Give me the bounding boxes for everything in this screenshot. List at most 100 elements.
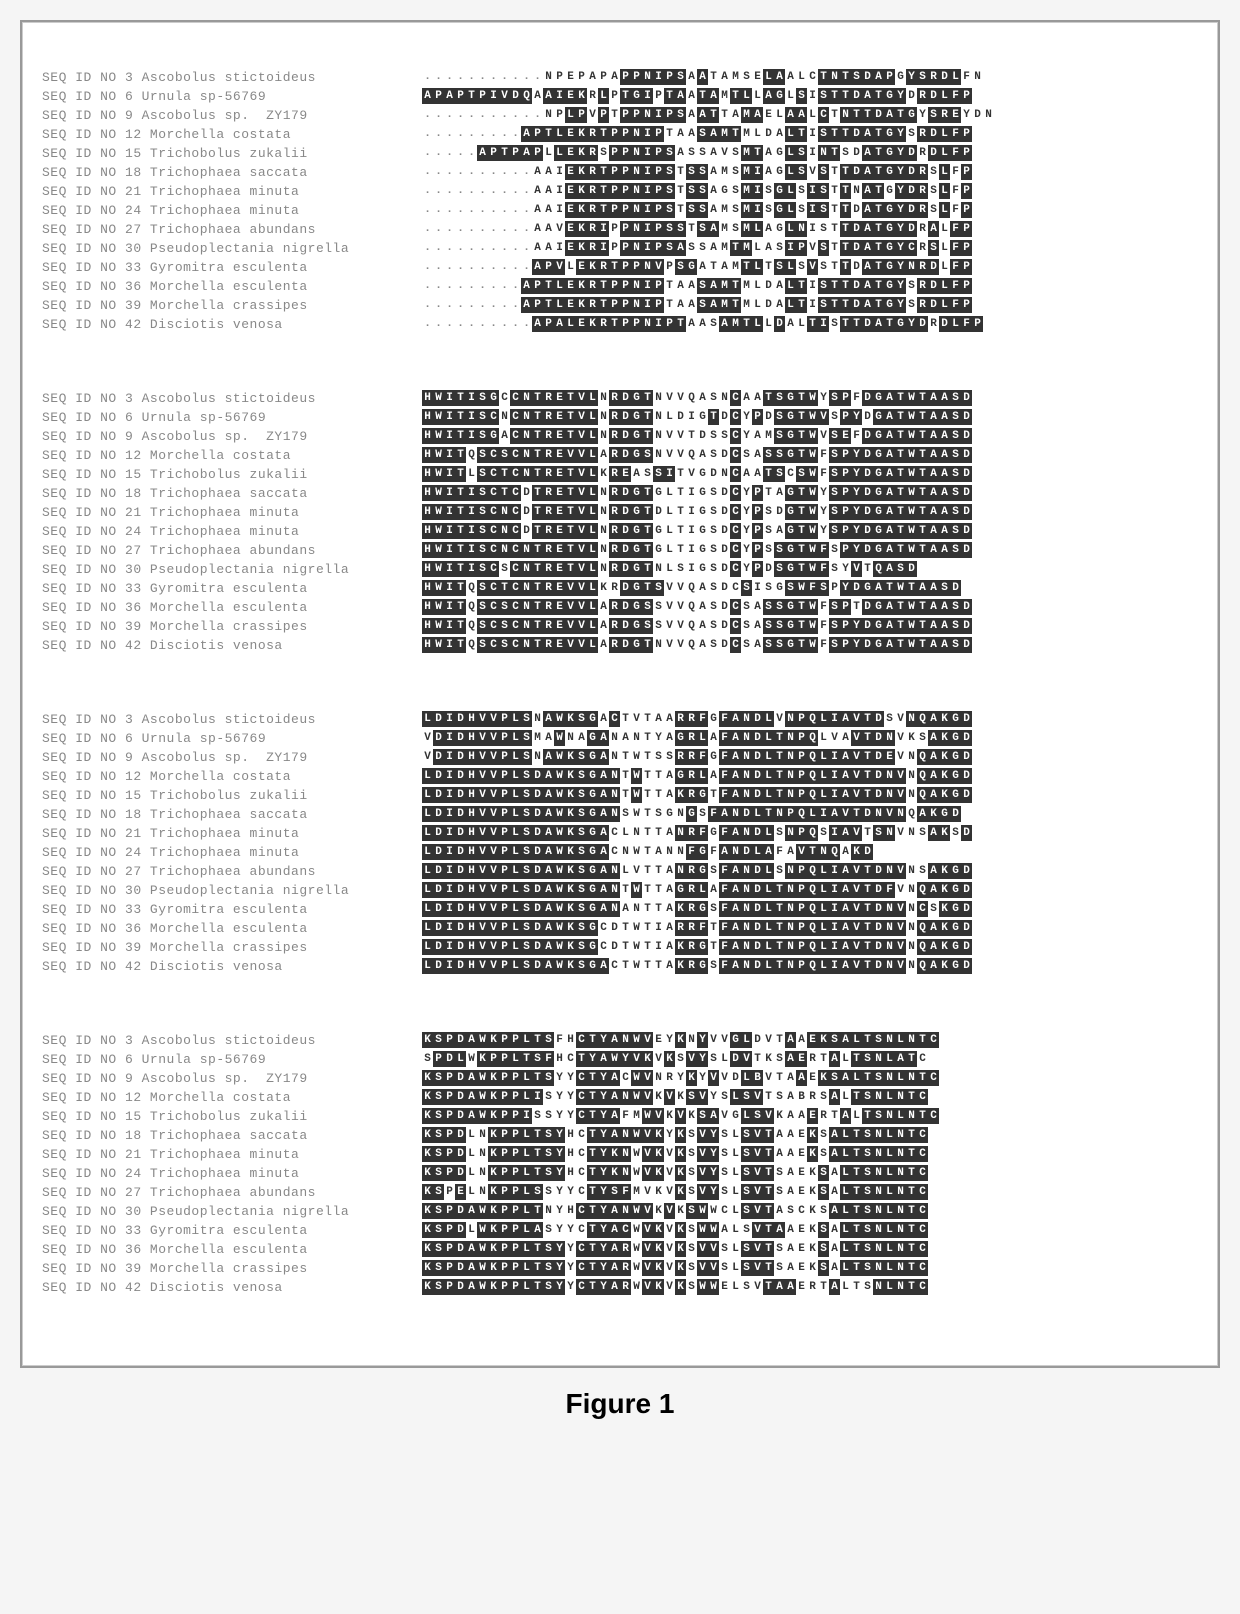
sequence-residues: HWITQSCSCNTREVVLARDGSSVVQASDCSASSGTWFSPT… [422, 599, 972, 615]
sequence-residues: APAPTPIVDQAAIEKRLPTGIPTAATAMTLLAGLSISTTD… [422, 88, 972, 104]
sequence-label: SEQ ID NO 27 Trichophaea abundans [42, 222, 422, 237]
sequence-row: SEQ ID NO 30 Pseudoplectania nigrellaLDI… [42, 881, 1198, 899]
sequence-residues: ..........AAIEKRTPPNIPSTSSAMSMIAGLSVSTTD… [422, 164, 972, 180]
sequence-row: SEQ ID NO 12 Morchella costataHWITQSCSCN… [42, 446, 1198, 464]
sequence-row: SEQ ID NO 24 Trichophaea minutaLDIDHVVPL… [42, 843, 1198, 861]
sequence-label: SEQ ID NO 12 Morchella costata [42, 1090, 422, 1105]
sequence-label: SEQ ID NO 12 Morchella costata [42, 127, 422, 142]
sequence-label: SEQ ID NO 30 Pseudoplectania nigrella [42, 241, 422, 256]
sequence-row: SEQ ID NO 6 Urnula sp-56769APAPTPIVDQAAI… [42, 87, 1198, 105]
sequence-label: SEQ ID NO 27 Trichophaea abundans [42, 543, 422, 558]
ruler-row [42, 694, 1198, 708]
sequence-label: SEQ ID NO 15 Trichobolus zukalii [42, 467, 422, 482]
sequence-label: SEQ ID NO 6 Urnula sp-56769 [42, 89, 422, 104]
sequence-row: SEQ ID NO 27 Trichophaea abundansHWITISC… [42, 541, 1198, 559]
sequence-residues: .....APTPAPLLEKRSPPNIPSASSAVSMTAGLSINTSD… [422, 145, 972, 161]
alignment-block: SEQ ID NO 3 Ascobolus stictoideusLDIDHVV… [42, 694, 1198, 975]
sequence-label: SEQ ID NO 33 Gyromitra esculenta [42, 260, 422, 275]
sequence-label: SEQ ID NO 21 Trichophaea minuta [42, 184, 422, 199]
sequence-residues: KSPDAWKPPLTSYYCTYACWVNRYKYVVDLBVTAAEKSAL… [422, 1070, 939, 1086]
sequence-row: SEQ ID NO 21 Trichophaea minuta.........… [42, 182, 1198, 200]
ruler-row [42, 1015, 1198, 1029]
sequence-row: SEQ ID NO 42 Disciotis venosaKSPDAWKPPLT… [42, 1278, 1198, 1296]
sequence-row: SEQ ID NO 21 Trichophaea minutaLDIDHVVPL… [42, 824, 1198, 842]
sequence-residues: LDIDHVVPLSDAWKSGACLNTTANRFGFANDLSNPQSIAV… [422, 825, 972, 841]
sequence-residues: ..........APALEKRTPPNIPTAASAMTLLDALTISTT… [422, 316, 983, 332]
sequence-residues: ...........NPLPVPTPPNIPSAATTAMAELAALCTNT… [422, 107, 994, 123]
sequence-residues: HWITISCNCNTRETVLNRDGTGLTIGSDCYPSSGTWFSPY… [422, 542, 972, 558]
sequence-row: SEQ ID NO 15 Trichobolus zukaliiHWITLSCT… [42, 465, 1198, 483]
sequence-row: SEQ ID NO 42 Disciotis venosa..........A… [42, 315, 1198, 333]
sequence-label: SEQ ID NO 6 Urnula sp-56769 [42, 1052, 422, 1067]
sequence-row: SEQ ID NO 21 Trichophaea minutaHWITISCNC… [42, 503, 1198, 521]
sequence-residues: HWITISCNCDTRETVLNRDGTGLTIGSDCYPSAGTWYSPY… [422, 523, 972, 539]
sequence-label: SEQ ID NO 21 Trichophaea minuta [42, 505, 422, 520]
sequence-row: SEQ ID NO 42 Disciotis venosaHWITQSCSCNT… [42, 636, 1198, 654]
sequence-row: SEQ ID NO 33 Gyromitra esculentaKSPDLWKP… [42, 1221, 1198, 1239]
sequence-row: SEQ ID NO 3 Ascobolus stictoideus.......… [42, 68, 1198, 86]
sequence-row: SEQ ID NO 6 Urnula sp-56769VDIDHVVPLSMAW… [42, 729, 1198, 747]
sequence-row: SEQ ID NO 9 Ascobolus sp. ZY179.........… [42, 106, 1198, 124]
ruler-row [42, 52, 1198, 66]
sequence-residues: .........APTLEKRTPPNIPTAASAMTMLDALTISTTD… [422, 297, 972, 313]
sequence-residues: KSPDAWKPPISSYYCTYAFMWVKVKSAVGLSVKAAERTAL… [422, 1108, 939, 1124]
sequence-residues: LDIDHVVPLSDAWKSGACTWTTAKRGSFANDLTNPQLIAV… [422, 958, 972, 974]
alignment-blocks: SEQ ID NO 3 Ascobolus stictoideus.......… [42, 52, 1198, 1296]
sequence-label: SEQ ID NO 33 Gyromitra esculenta [42, 902, 422, 917]
sequence-row: SEQ ID NO 9 Ascobolus sp. ZY179HWITISGAC… [42, 427, 1198, 445]
sequence-label: SEQ ID NO 39 Morchella crassipes [42, 1261, 422, 1276]
sequence-residues: LDIDHVVPLSDAWKSGCDTWTIARRFTFANDLTNPQLIAV… [422, 920, 972, 936]
sequence-residues: HWITISCTCDTRETVLNRDGTGLTIGSDCYPTAGTWYSPY… [422, 485, 972, 501]
sequence-label: SEQ ID NO 42 Disciotis venosa [42, 317, 422, 332]
sequence-residues: LDIDHVVPLSNAWKSGACTVTAARRFGFANDLVNPQLIAV… [422, 711, 972, 727]
sequence-row: SEQ ID NO 12 Morchella costataKSPDAWKPPL… [42, 1088, 1198, 1106]
sequence-row: SEQ ID NO 15 Trichobolus zukaliiKSPDAWKP… [42, 1107, 1198, 1125]
sequence-label: SEQ ID NO 9 Ascobolus sp. ZY179 [42, 429, 422, 444]
sequence-label: SEQ ID NO 33 Gyromitra esculenta [42, 1223, 422, 1238]
sequence-row: SEQ ID NO 39 Morchella crassipesHWITQSCS… [42, 617, 1198, 635]
sequence-row: SEQ ID NO 18 Trichophaea saccataKSPDLNKP… [42, 1126, 1198, 1144]
sequence-row: SEQ ID NO 24 Trichophaea minutaHWITISCNC… [42, 522, 1198, 540]
sequence-residues: LDIDHVVPLSDAWKSGACNWTANNFGFANDLAFAVTNQAK… [422, 844, 873, 860]
sequence-residues: KSPDAWKPPLISYYCTYANWVKVKSVYSLSVTSABRSALT… [422, 1089, 928, 1105]
sequence-label: SEQ ID NO 36 Morchella esculenta [42, 279, 422, 294]
sequence-residues: HWITISCNCNTRETVLNRDGTNLDIGTDCYPDSGTWVSPY… [422, 409, 972, 425]
sequence-row: SEQ ID NO 39 Morchella crassipesKSPDAWKP… [42, 1259, 1198, 1277]
sequence-label: SEQ ID NO 36 Morchella esculenta [42, 1242, 422, 1257]
sequence-residues: HWITISCSCNTRETVLNRDGTNLSIGSDCYPDSGTWFSYV… [422, 561, 917, 577]
sequence-row: SEQ ID NO 15 Trichobolus zukaliiLDIDHVVP… [42, 786, 1198, 804]
sequence-row: SEQ ID NO 39 Morchella crassipes........… [42, 296, 1198, 314]
sequence-residues: LDIDHVVPLSDAWKSGCDTWTIAKRGTFANDLTNPQLIAV… [422, 939, 972, 955]
sequence-residues: ..........AAIEKRTPPNIPSTSSAMSMISGLSISTTD… [422, 202, 972, 218]
sequence-residues: HWITLSCTCNTRETVLKREASSITVGDNCAATSCSWFSPY… [422, 466, 972, 482]
sequence-row: SEQ ID NO 9 Ascobolus sp. ZY179VDIDHVVPL… [42, 748, 1198, 766]
sequence-label: SEQ ID NO 42 Disciotis venosa [42, 959, 422, 974]
sequence-row: SEQ ID NO 3 Ascobolus stictoideusKSPDAWK… [42, 1031, 1198, 1049]
sequence-label: SEQ ID NO 39 Morchella crassipes [42, 940, 422, 955]
sequence-label: SEQ ID NO 9 Ascobolus sp. ZY179 [42, 108, 422, 123]
sequence-row: SEQ ID NO 24 Trichophaea minuta.........… [42, 201, 1198, 219]
sequence-row: SEQ ID NO 39 Morchella crassipesLDIDHVVP… [42, 938, 1198, 956]
sequence-row: SEQ ID NO 18 Trichophaea saccataLDIDHVVP… [42, 805, 1198, 823]
sequence-label: SEQ ID NO 24 Trichophaea minuta [42, 203, 422, 218]
sequence-label: SEQ ID NO 36 Morchella esculenta [42, 921, 422, 936]
sequence-label: SEQ ID NO 18 Trichophaea saccata [42, 165, 422, 180]
sequence-label: SEQ ID NO 15 Trichobolus zukalii [42, 146, 422, 161]
sequence-label: SEQ ID NO 24 Trichophaea minuta [42, 1166, 422, 1181]
sequence-label: SEQ ID NO 18 Trichophaea saccata [42, 486, 422, 501]
sequence-row: SEQ ID NO 6 Urnula sp-56769HWITISCNCNTRE… [42, 408, 1198, 426]
sequence-row: SEQ ID NO 30 Pseudoplectania nigrella...… [42, 239, 1198, 257]
sequence-residues: ...........NPEPAPAPPNIPSAATAMSELAALCTNTS… [422, 69, 983, 85]
sequence-row: SEQ ID NO 30 Pseudoplectania nigrellaHWI… [42, 560, 1198, 578]
sequence-residues: .........APTLEKRTPPNIPTAASAMTMLDALTISTTD… [422, 126, 972, 142]
sequence-residues: LDIDHVVPLSDAWKSGANTWTTAGRLAFANDLTNPQLIAV… [422, 882, 972, 898]
sequence-residues: ..........AAVEKRIPPNIPSSTSAMSMLAGLNISTTD… [422, 221, 972, 237]
sequence-residues: ..........AAIEKRIPPNIPSASSAMTMLASIPVSTTD… [422, 240, 972, 256]
sequence-label: SEQ ID NO 30 Pseudoplectania nigrella [42, 562, 422, 577]
sequence-residues: KSPDAWKPPLTSYYCTYARWVKVKSVVSLSVTSAEKSALT… [422, 1260, 928, 1276]
sequence-row: SEQ ID NO 15 Trichobolus zukalii.....APT… [42, 144, 1198, 162]
sequence-row: SEQ ID NO 12 Morchella costataLDIDHVVPLS… [42, 767, 1198, 785]
sequence-label: SEQ ID NO 27 Trichophaea abundans [42, 1185, 422, 1200]
sequence-label: SEQ ID NO 6 Urnula sp-56769 [42, 410, 422, 425]
sequence-residues: ..........APVLEKRTPPNVPSGATAMTLTSLSVSTTD… [422, 259, 972, 275]
